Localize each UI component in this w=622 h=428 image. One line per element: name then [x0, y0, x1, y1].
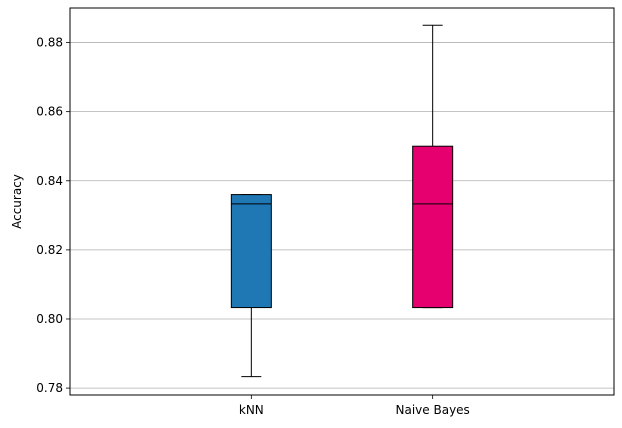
gridlines [70, 42, 614, 389]
iqr-box [412, 145, 454, 309]
y-tick-label: 0.88 [36, 36, 63, 50]
box-knn [230, 194, 272, 378]
iqr-box [230, 194, 272, 309]
plot-area-frame [69, 7, 615, 396]
y-tick-label: 0.80 [36, 312, 63, 326]
y-axis-ticks: 0.78 0.80 0.82 0.84 0.86 0.88 [36, 36, 70, 395]
y-tick-label: 0.78 [36, 381, 63, 395]
x-tick-label: Naive Bayes [396, 403, 470, 417]
x-tick-label: kNN [239, 403, 264, 417]
y-tick-label: 0.86 [36, 105, 63, 119]
y-tick-label: 0.84 [36, 174, 63, 188]
y-axis-label: Accuracy [10, 174, 24, 229]
x-axis-ticks: kNN Naive Bayes [239, 395, 470, 417]
box-naive-bayes [412, 24, 454, 309]
y-tick-label: 0.82 [36, 243, 63, 257]
boxes [230, 24, 454, 378]
